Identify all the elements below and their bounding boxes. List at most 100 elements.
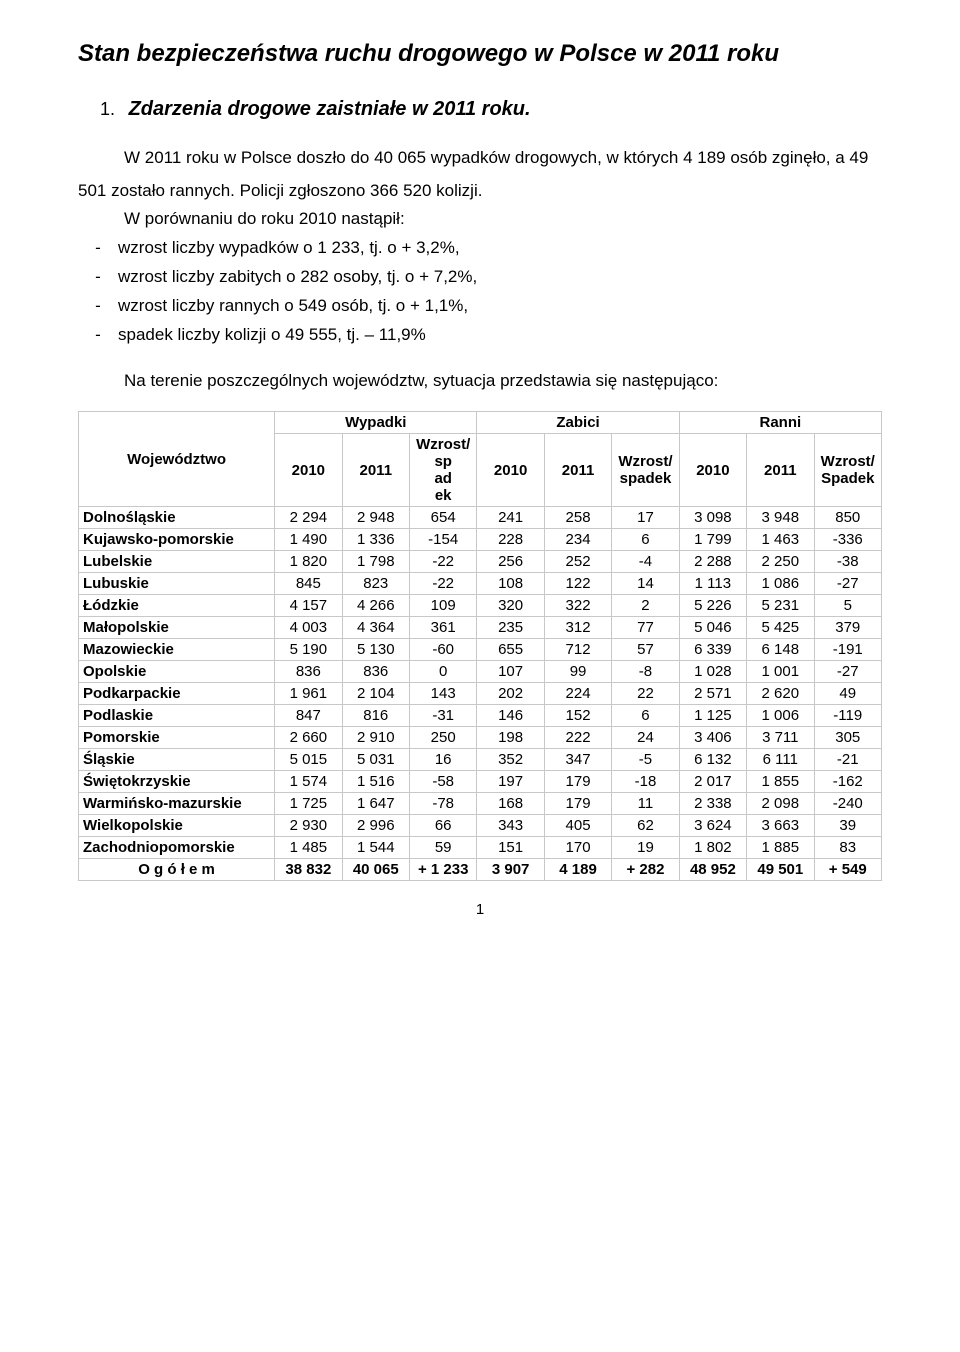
table-cell: -31 xyxy=(409,705,476,727)
table-cell: 5 231 xyxy=(747,595,814,617)
table-cell: 823 xyxy=(342,573,409,595)
bullet-dash-icon: - xyxy=(78,292,118,321)
table-cell: 17 xyxy=(612,507,679,529)
th-wzrost: Wzrost/ spadek xyxy=(612,434,679,507)
table-cell: 2 017 xyxy=(679,771,746,793)
section-heading-text: Zdarzenia drogowe zaistniałe w 2011 roku… xyxy=(129,98,531,120)
table-row: Śląskie5 0155 03116352347-56 1326 111-21 xyxy=(79,749,882,771)
page-container: Stan bezpieczeństwa ruchu drogowego w Po… xyxy=(0,0,960,938)
table-cell: 6 111 xyxy=(747,749,814,771)
table-cell: 3 098 xyxy=(679,507,746,529)
table-cell: + 1 233 xyxy=(409,859,476,881)
table-cell: + 282 xyxy=(612,859,679,881)
table-cell: 146 xyxy=(477,705,544,727)
table-cell: 847 xyxy=(275,705,342,727)
bullet-item: -wzrost liczby zabitych o 282 osoby, tj.… xyxy=(78,263,882,292)
table-cell: 3 948 xyxy=(747,507,814,529)
table-cell: 3 624 xyxy=(679,815,746,837)
intro-para-1a: W 2011 roku w Polsce doszło do 40 065 wy… xyxy=(78,145,882,171)
table-cell: 654 xyxy=(409,507,476,529)
table-cell: 1 802 xyxy=(679,837,746,859)
th-2011: 2011 xyxy=(342,434,409,507)
table-row: Lubuskie845823-22108122141 1131 086-27 xyxy=(79,573,882,595)
table-cell: -58 xyxy=(409,771,476,793)
table-cell: Wielkopolskie xyxy=(79,815,275,837)
table-cell: 11 xyxy=(612,793,679,815)
table-cell: 405 xyxy=(544,815,611,837)
table-cell: 222 xyxy=(544,727,611,749)
table-cell: 305 xyxy=(814,727,881,749)
table-row: Warmińsko-mazurskie1 7251 647-7816817911… xyxy=(79,793,882,815)
table-cell: 179 xyxy=(544,771,611,793)
bullet-text: wzrost liczby rannych o 549 osób, tj. o … xyxy=(118,296,468,315)
table-total-row: O g ó ł e m38 83240 065+ 1 2333 9074 189… xyxy=(79,859,882,881)
table-row: Lubelskie1 8201 798-22256252-42 2882 250… xyxy=(79,551,882,573)
table-cell: 252 xyxy=(544,551,611,573)
table-cell: 845 xyxy=(275,573,342,595)
table-cell: 5 425 xyxy=(747,617,814,639)
table-cell: 170 xyxy=(544,837,611,859)
table-cell: 3 663 xyxy=(747,815,814,837)
table-cell: 5 226 xyxy=(679,595,746,617)
table-header: Województwo Wypadki Zabici Ranni 2010 20… xyxy=(79,412,882,507)
table-cell: 5 015 xyxy=(275,749,342,771)
table-cell: Zachodniopomorskie xyxy=(79,837,275,859)
table-cell: 19 xyxy=(612,837,679,859)
table-cell: 3 907 xyxy=(477,859,544,881)
table-cell: 2 104 xyxy=(342,683,409,705)
table-cell: 4 364 xyxy=(342,617,409,639)
intro-para-1b: 501 zostało rannych. Policji zgłoszono 3… xyxy=(78,177,882,206)
table-cell: 2 288 xyxy=(679,551,746,573)
table-cell: 62 xyxy=(612,815,679,837)
table-cell: 836 xyxy=(275,661,342,683)
table-cell: 655 xyxy=(477,639,544,661)
table-cell: -18 xyxy=(612,771,679,793)
table-cell: 6 xyxy=(612,705,679,727)
table-cell: 77 xyxy=(612,617,679,639)
table-row: Małopolskie4 0034 364361235312775 0465 4… xyxy=(79,617,882,639)
table-intro: Na terenie poszczególnych województw, sy… xyxy=(78,368,882,394)
table-cell: 1 125 xyxy=(679,705,746,727)
table-cell: 179 xyxy=(544,793,611,815)
table-cell: 5 xyxy=(814,595,881,617)
table-cell: 59 xyxy=(409,837,476,859)
table-cell: 38 832 xyxy=(275,859,342,881)
th-wzrost: Wzrost/ Spadek xyxy=(814,434,881,507)
table-cell: 1 961 xyxy=(275,683,342,705)
table-cell: Dolnośląskie xyxy=(79,507,275,529)
table-cell: 14 xyxy=(612,573,679,595)
table-cell: 152 xyxy=(544,705,611,727)
table-cell: 108 xyxy=(477,573,544,595)
table-cell: O g ó ł e m xyxy=(79,859,275,881)
table-cell: 39 xyxy=(814,815,881,837)
page-number: 1 xyxy=(78,901,882,918)
table-cell: 1 516 xyxy=(342,771,409,793)
table-row: Pomorskie2 6602 910250198222243 4063 711… xyxy=(79,727,882,749)
table-cell: 6 339 xyxy=(679,639,746,661)
table-cell: 109 xyxy=(409,595,476,617)
table-cell: 347 xyxy=(544,749,611,771)
table-cell: 1 820 xyxy=(275,551,342,573)
table-cell: Lubelskie xyxy=(79,551,275,573)
table-cell: 5 130 xyxy=(342,639,409,661)
table-row: Opolskie836836010799-81 0281 001-27 xyxy=(79,661,882,683)
table-cell: Lubuskie xyxy=(79,573,275,595)
table-row: Łódzkie4 1574 26610932032225 2265 2315 xyxy=(79,595,882,617)
table-cell: 2 098 xyxy=(747,793,814,815)
table-row: Podlaskie847816-3114615261 1251 006-119 xyxy=(79,705,882,727)
table-cell: 2 930 xyxy=(275,815,342,837)
table-cell: 57 xyxy=(612,639,679,661)
table-cell: Mazowieckie xyxy=(79,639,275,661)
table-body: Dolnośląskie2 2942 948654241258173 0983 … xyxy=(79,507,882,881)
table-cell: 1 885 xyxy=(747,837,814,859)
table-cell: 198 xyxy=(477,727,544,749)
table-cell: 1 336 xyxy=(342,529,409,551)
table-cell: -4 xyxy=(612,551,679,573)
table-cell: 2 571 xyxy=(679,683,746,705)
table-cell: -119 xyxy=(814,705,881,727)
th-2011: 2011 xyxy=(747,434,814,507)
table-cell: 2 250 xyxy=(747,551,814,573)
table-cell: -38 xyxy=(814,551,881,573)
table-cell: Pomorskie xyxy=(79,727,275,749)
table-cell: 228 xyxy=(477,529,544,551)
